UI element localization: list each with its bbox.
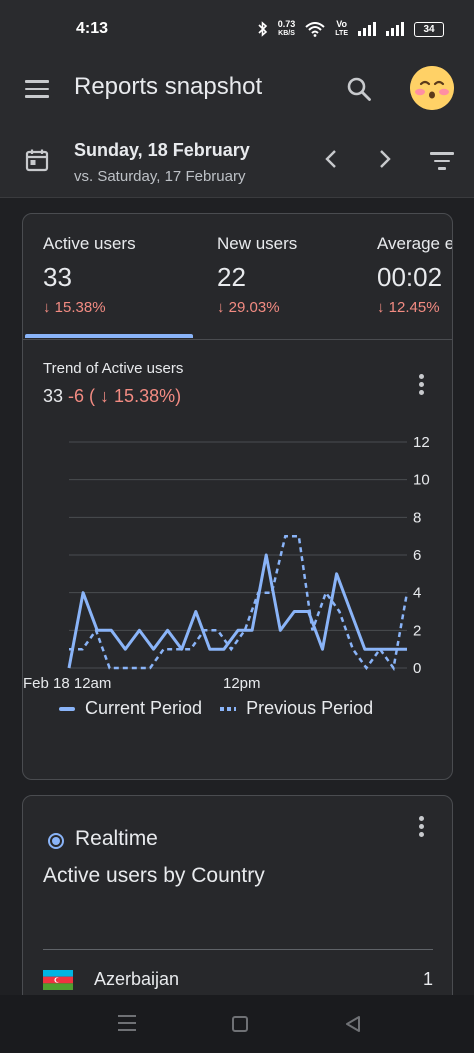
metric-change: ↓ 15.38% xyxy=(43,299,106,316)
metric-tab-active-users[interactable]: Active users 33 ↓ 15.38% xyxy=(43,234,136,316)
metric-change: ↓ 29.03% xyxy=(217,299,280,316)
series-line-previous-period xyxy=(69,534,409,672)
country-row[interactable]: Azerbaijan 1 xyxy=(43,966,433,996)
status-bar: 4:13 0.73 KB/S Vo LTE 34 xyxy=(0,0,474,58)
y-tick-label: 4 xyxy=(413,585,421,602)
recent-apps-icon[interactable] xyxy=(118,1015,136,1031)
legend-swatch-current xyxy=(59,706,75,711)
wifi-icon xyxy=(305,21,325,37)
hamburger-menu-icon[interactable] xyxy=(25,80,49,98)
signal-icon-2 xyxy=(386,22,404,36)
page-title: Reports snapshot xyxy=(74,73,263,100)
network-speed: 0.73 KB/S xyxy=(277,19,296,38)
metric-tab-new-users[interactable]: New users 22 ↓ 29.03% xyxy=(217,234,297,316)
metric-tabs: Active users 33 ↓ 15.38% New users 22 ↓ … xyxy=(23,214,453,340)
x-tick-label: 12pm xyxy=(223,675,261,692)
chevron-right-icon[interactable] xyxy=(374,148,394,170)
comparison-date: vs. Saturday, 17 February xyxy=(74,168,246,185)
y-tick-label: 0 xyxy=(413,660,421,677)
country-name: Azerbaijan xyxy=(94,969,180,989)
active-tab-indicator xyxy=(25,334,193,338)
legend-label-previous: Previous Period xyxy=(246,698,374,718)
realtime-label: Realtime xyxy=(75,827,158,850)
trend-delta: -6 ( ↓ 15.38%) xyxy=(68,386,182,406)
trend-title: Trend of Active users xyxy=(43,360,184,377)
y-tick-label: 10 xyxy=(413,472,430,489)
status-time: 4:13 xyxy=(76,20,109,37)
chevron-left-icon[interactable] xyxy=(322,148,342,170)
signal-icon xyxy=(358,22,376,36)
status-icons: 0.73 KB/S Vo LTE 34 xyxy=(258,20,444,38)
y-tick-label: 8 xyxy=(413,509,421,526)
emoji-avatar-icon xyxy=(410,66,454,110)
y-tick-label: 6 xyxy=(413,547,421,564)
y-tick-label: 12 xyxy=(413,434,430,451)
app-bar: Reports snapshot xyxy=(0,58,474,120)
divider xyxy=(43,949,433,950)
metric-value: 00:02 xyxy=(377,262,443,292)
trend-line-chart: 0 2 4 6 8 10 12 Feb 18 12am 12pm xyxy=(23,434,430,692)
calendar-icon[interactable] xyxy=(25,148,49,172)
system-nav-bar xyxy=(0,995,474,1053)
metric-tab-average-engagement[interactable]: Average e 00:02 ↓ 12.45% xyxy=(377,234,453,316)
avatar[interactable] xyxy=(410,66,454,110)
more-options-icon[interactable] xyxy=(419,374,425,396)
realtime-indicator-icon xyxy=(48,833,64,849)
metric-label: New users xyxy=(217,234,298,253)
selected-date[interactable]: Sunday, 18 February xyxy=(74,140,250,160)
home-icon[interactable] xyxy=(232,1016,248,1032)
search-icon[interactable] xyxy=(346,76,372,102)
trend-current-value: 33 xyxy=(43,386,64,406)
legend-label-current: Current Period xyxy=(85,698,203,718)
y-tick-label: 2 xyxy=(413,622,421,639)
battery-icon: 34 xyxy=(414,21,444,37)
country-count: 1 xyxy=(422,969,433,989)
series-line-current-period xyxy=(67,553,407,669)
x-tick-label: Feb 18 12am xyxy=(23,675,111,692)
back-icon[interactable] xyxy=(344,1015,362,1033)
more-options-icon[interactable] xyxy=(419,816,425,838)
bluetooth-icon xyxy=(258,21,267,37)
filter-icon[interactable] xyxy=(430,152,454,170)
metrics-card: Active users 33 ↓ 15.38% New users 22 ↓ … xyxy=(22,213,453,780)
metric-label: Active users xyxy=(43,234,136,253)
date-bar: Sunday, 18 February vs. Saturday, 17 Feb… xyxy=(0,120,474,198)
trend-value: 33 -6 ( ↓ 15.38%) xyxy=(43,386,181,407)
metric-value: 33 xyxy=(43,262,72,292)
metric-change: ↓ 12.45% xyxy=(377,299,440,316)
volte-indicator: Vo LTE xyxy=(335,19,348,38)
azerbaijan-flag-icon xyxy=(43,970,73,990)
metric-label: Average e xyxy=(377,234,453,253)
metric-value: 22 xyxy=(217,262,246,292)
chart-legend: Current Period Previous Period xyxy=(59,698,373,719)
realtime-title: Active users by Country xyxy=(43,864,265,887)
legend-swatch-previous xyxy=(220,706,237,711)
